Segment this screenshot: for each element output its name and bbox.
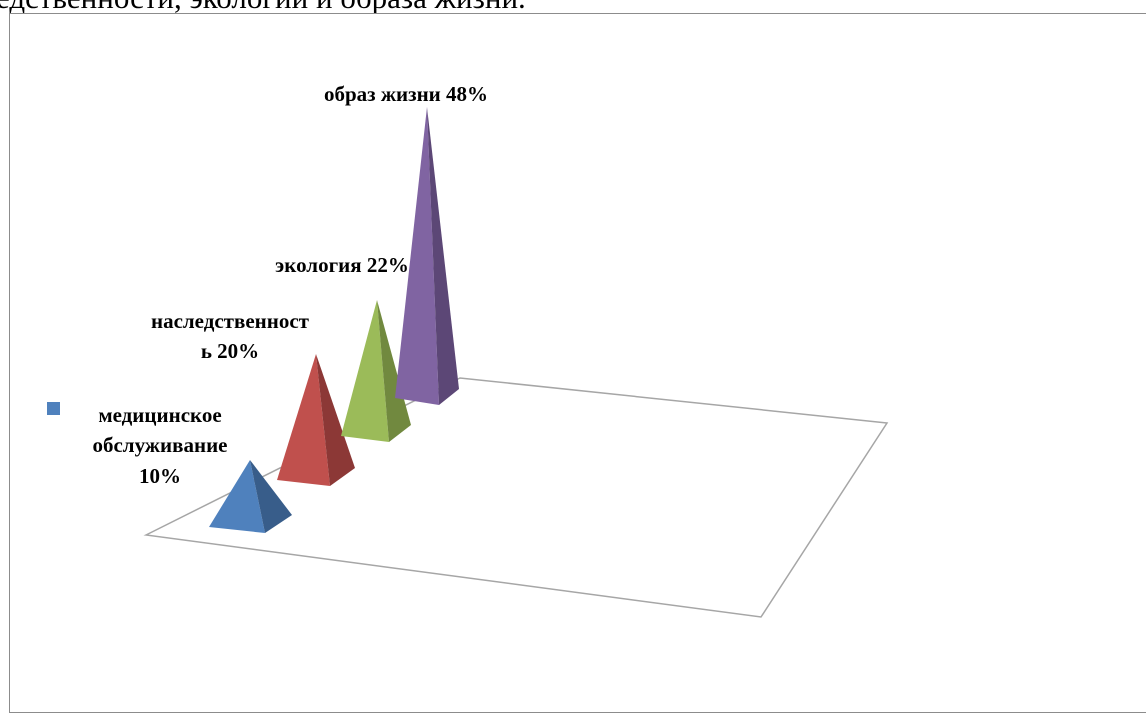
pyramid-3-side-face bbox=[377, 300, 411, 442]
pyramid-series bbox=[209, 107, 459, 533]
data-labels: медицинское обслуживание 10% наследственнос… bbox=[92, 82, 488, 488]
data-label-4: образ жизни 48% bbox=[324, 82, 488, 106]
pyramid-chart: медицинское обслуживание 10% наследственнос… bbox=[47, 82, 889, 618]
data-label-2: наследственност ь 20% bbox=[151, 309, 310, 363]
pyramid-4-side-face bbox=[427, 107, 459, 405]
pyramid-1-front-face bbox=[209, 460, 265, 533]
pyramid-2-front-face bbox=[277, 354, 330, 486]
caption-text: едственности, экологии и образа жизни. bbox=[0, 0, 526, 18]
data-label-1: медицинское обслуживание 10% bbox=[92, 403, 227, 488]
data-label-3: экология 22% bbox=[275, 253, 409, 277]
legend-swatch bbox=[47, 402, 60, 415]
pyramid-1-side-face bbox=[250, 460, 292, 533]
pyramid-2-side-face bbox=[316, 354, 355, 486]
pyramid-3-front-face bbox=[341, 300, 389, 442]
pyramid-4-front-face bbox=[395, 107, 439, 405]
